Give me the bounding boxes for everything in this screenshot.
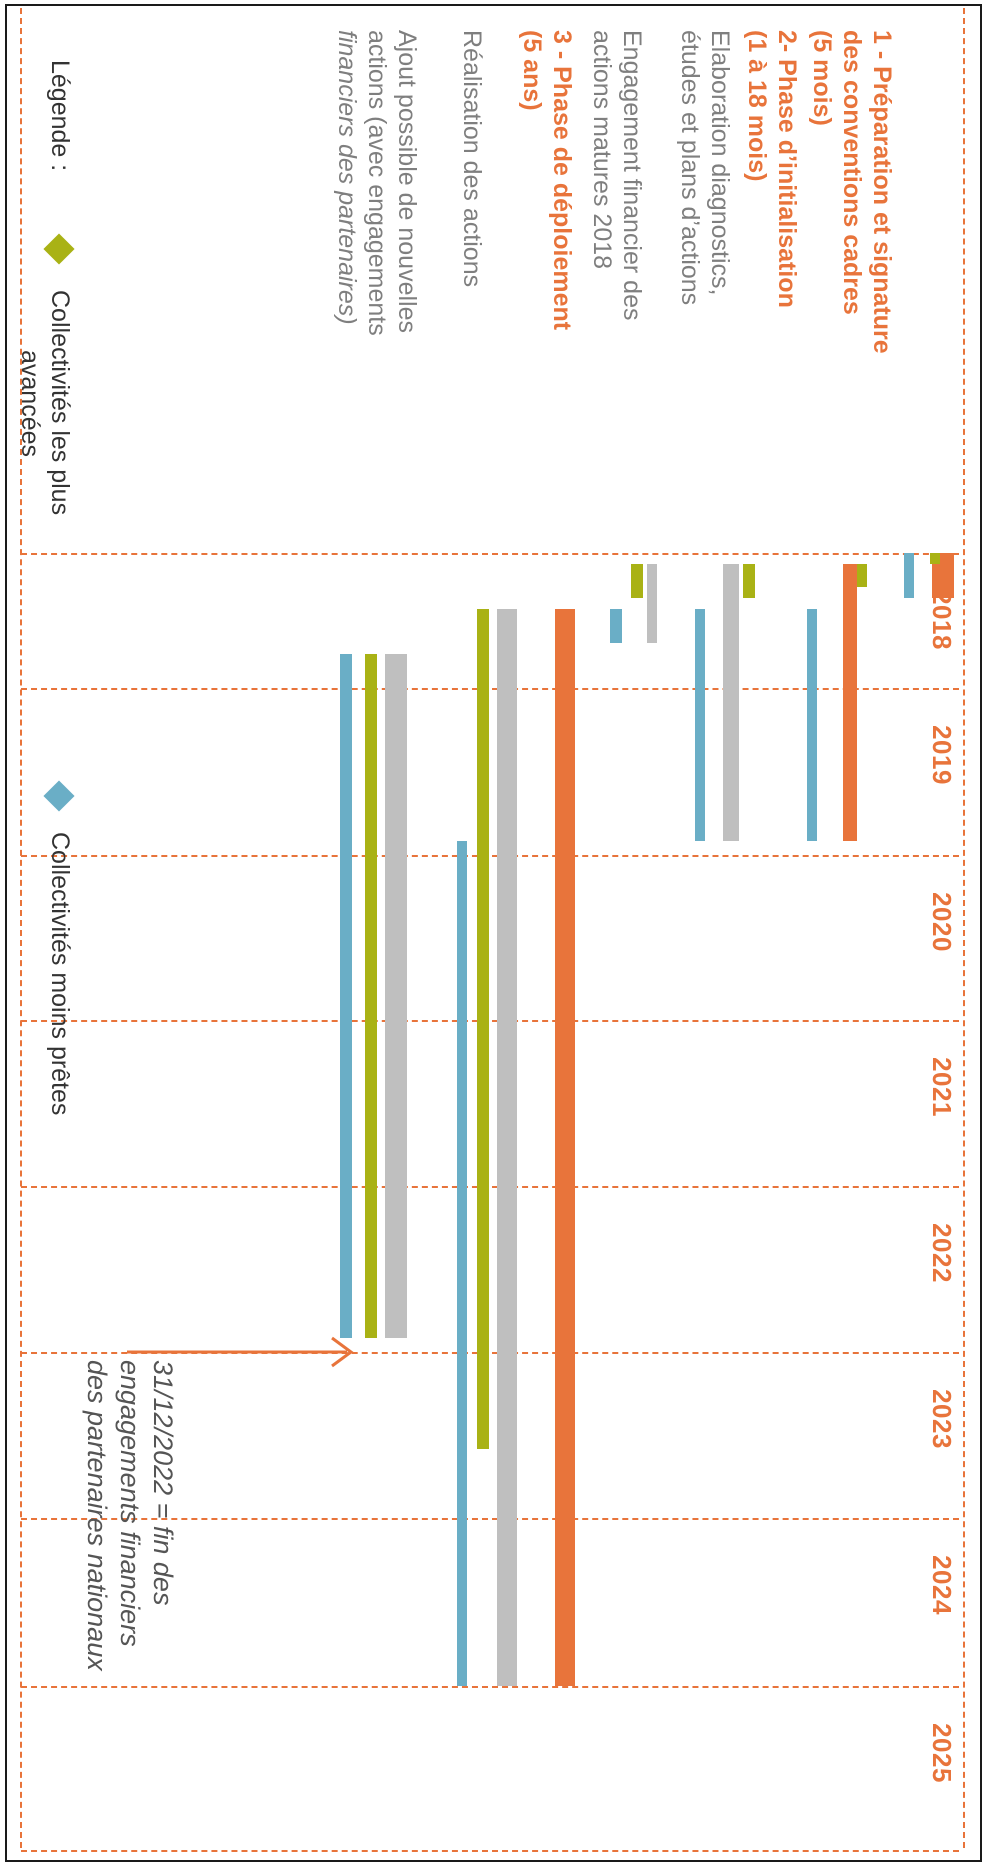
deadline-arrow-head [331,1336,354,1368]
legend-title: Légende : [46,60,74,172]
legend-blue-label: Collectivités moins prêtes [46,832,74,1116]
legend-green-label-line1: Collectivités les plus [46,290,74,516]
deadline-note-line2: engagements financiers [115,1360,145,1647]
legend-green-label-line2: avancées [16,350,44,458]
deadline-note-line1: 31/12/2022 = fin des [148,1360,178,1606]
deadline-note: 31/12/2022 = fin des engagements financi… [80,1360,179,1810]
diagram-frame [5,4,982,1862]
deadline-note-line3: des partenaires nationaux [82,1360,112,1671]
